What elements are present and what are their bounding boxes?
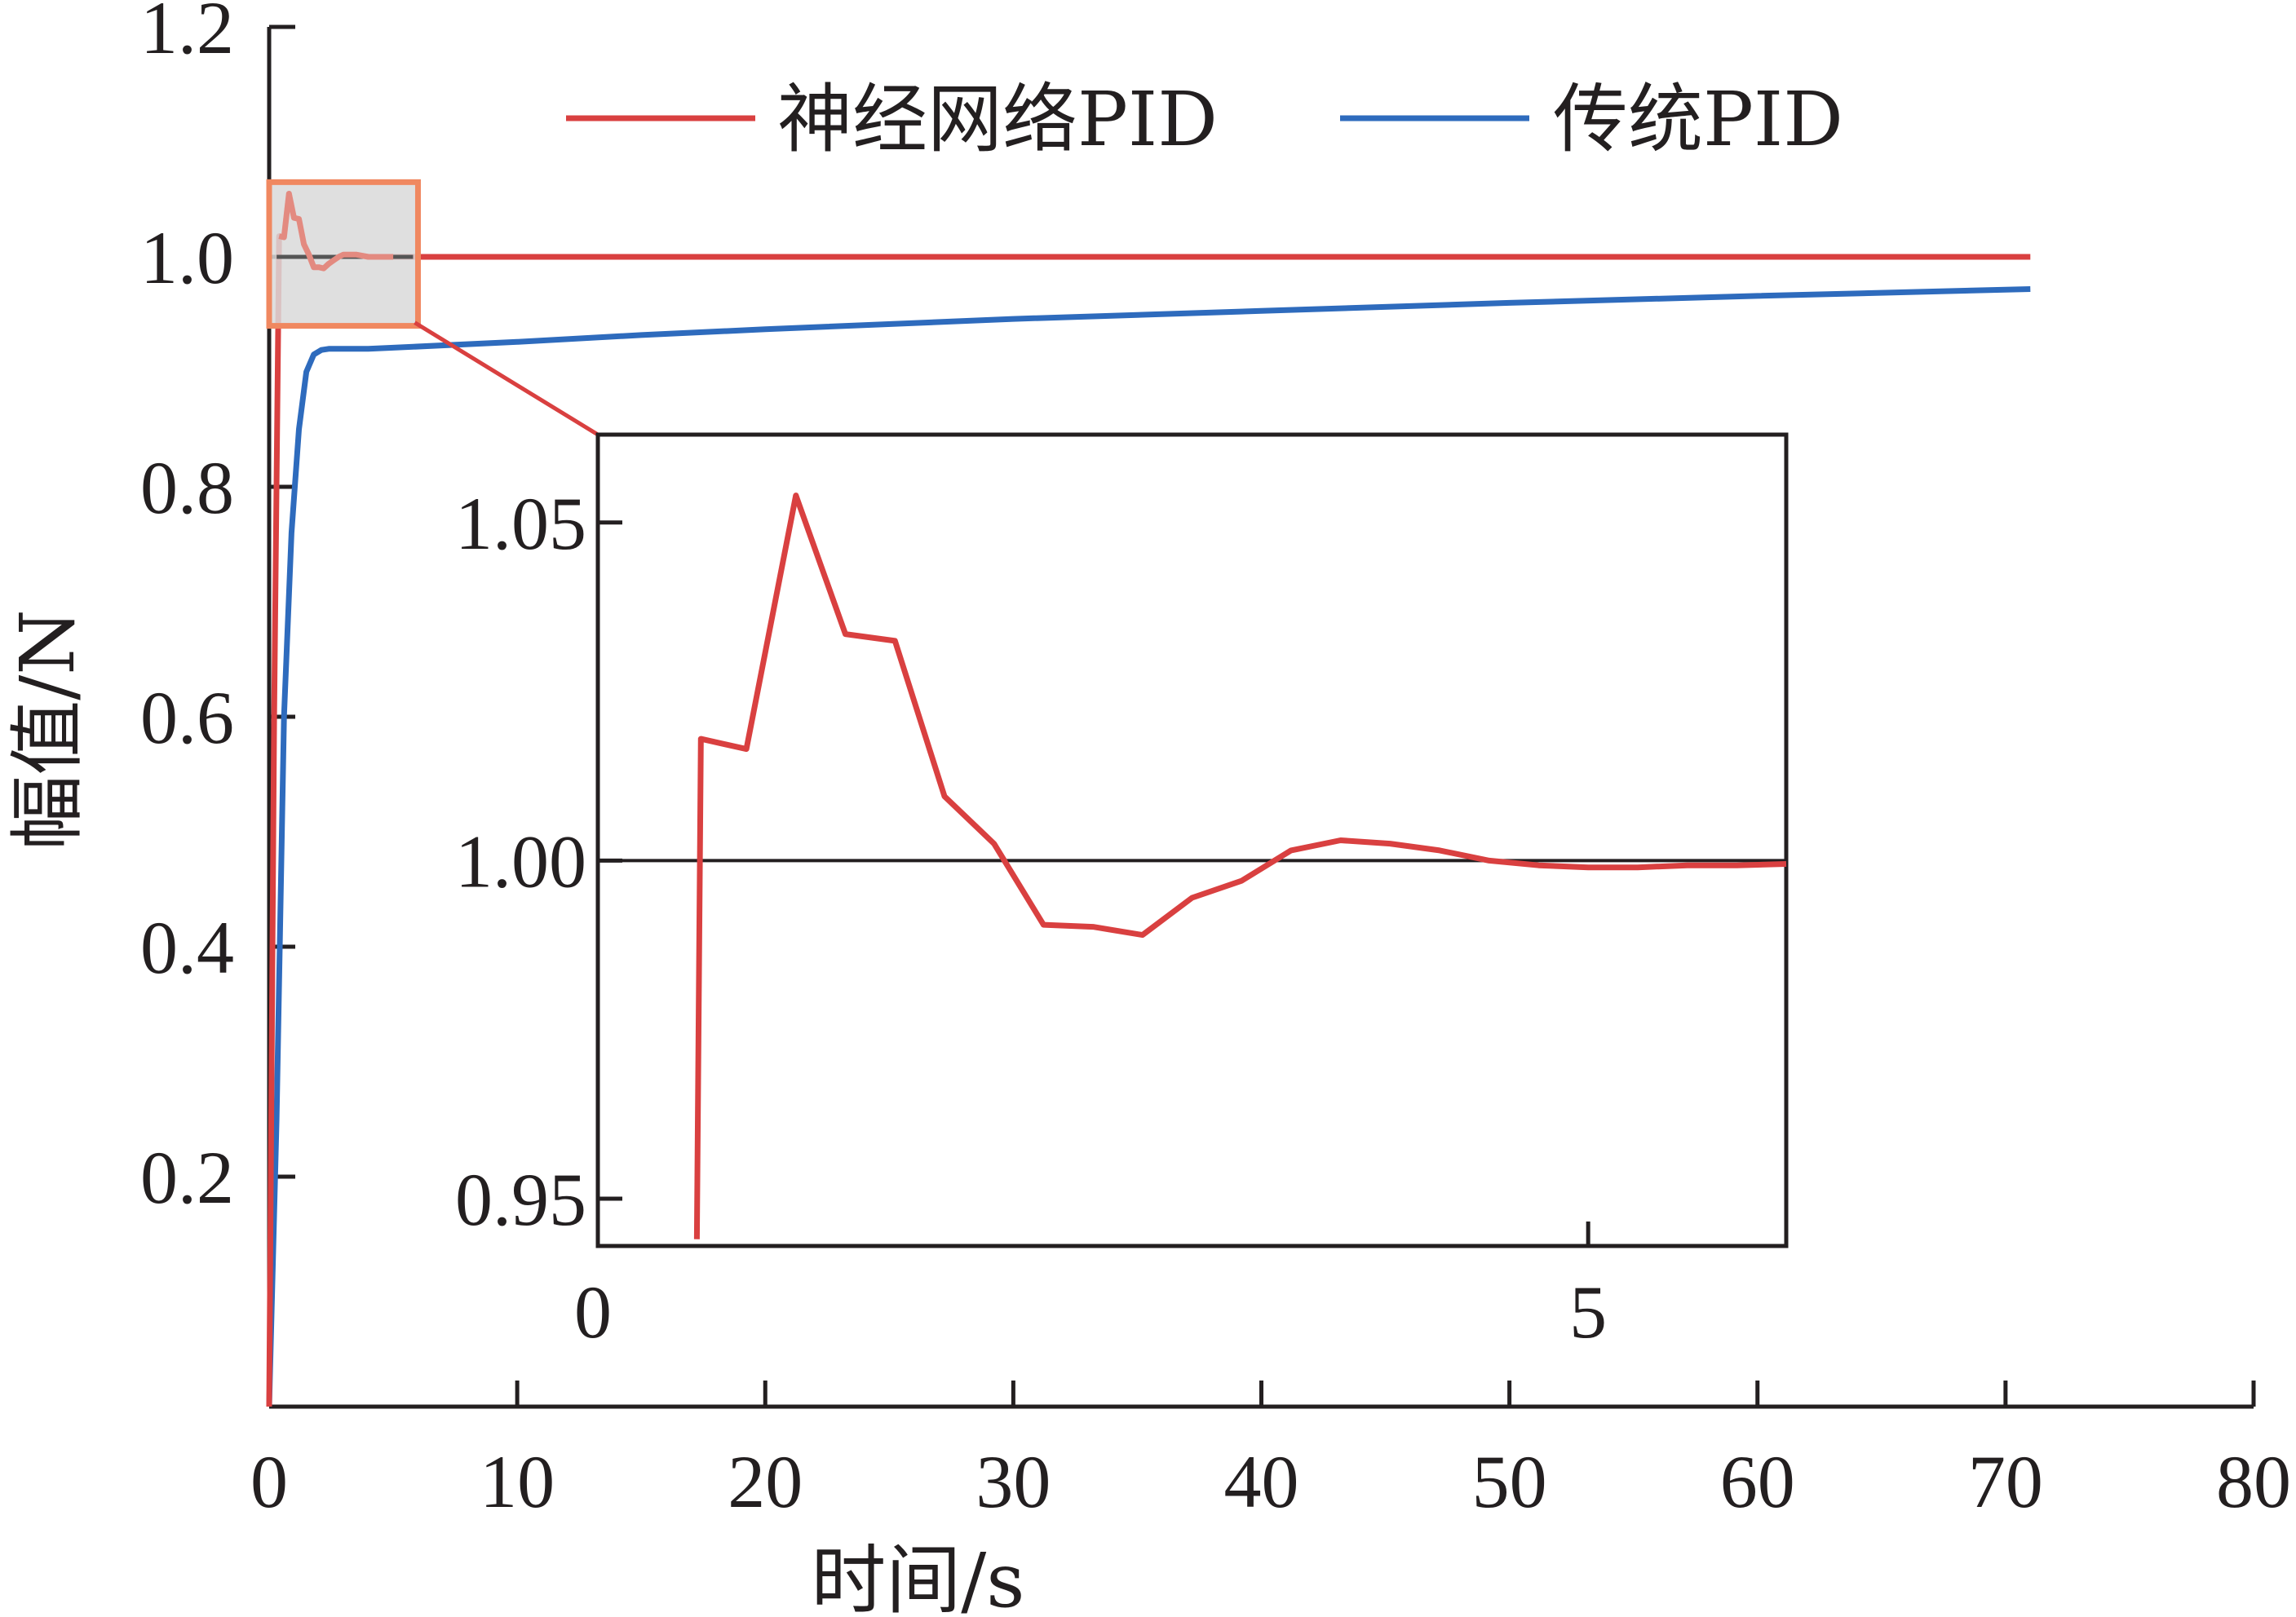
y-tick-label: 1.2: [140, 0, 234, 69]
chart-legend: 神经网络PID 传统PID: [566, 76, 1843, 163]
inset-chart: 0.95 1.00 1.05 0 5: [414, 320, 1789, 1354]
x-axis-title: 时间/s: [811, 1537, 1024, 1617]
zoom-highlight-group: [266, 179, 421, 329]
x-tick-label: 80: [2216, 1440, 2291, 1523]
legend-label: 传统PID: [1553, 76, 1843, 163]
inset-x-tick-label: 0: [574, 1270, 612, 1354]
legend-label: 神经网络PID: [777, 76, 1218, 163]
inset-series-line: [693, 493, 1787, 1239]
highlight-series-overlay: [278, 191, 394, 272]
zoom-connector-line: [414, 320, 599, 437]
inset-y-tick-label: 1.00: [455, 820, 586, 903]
inset-y-tick-label: 0.95: [455, 1158, 586, 1241]
series-line: [266, 286, 2031, 1407]
y-tick-label: 0.2: [140, 1136, 234, 1219]
x-tick-label: 60: [1720, 1440, 1795, 1523]
y-tick-label: 0.4: [140, 906, 234, 989]
y-axis-title: 幅值/N: [4, 609, 91, 850]
inset-y-tick-label: 1.05: [455, 482, 586, 565]
x-tick-label: 70: [1968, 1440, 2043, 1523]
x-tick-label: 10: [480, 1440, 555, 1523]
y-tick-label: 0.6: [140, 676, 234, 759]
y-tick-label: 0.8: [140, 446, 234, 529]
x-tick-label: 20: [728, 1440, 803, 1523]
axis-titles: 时间/s 幅值/N: [4, 609, 1024, 1617]
inset-frame: [595, 432, 1789, 1248]
x-tick-label: 50: [1472, 1440, 1547, 1523]
x-tick-label: 30: [975, 1440, 1051, 1523]
x-tick-label: 40: [1224, 1440, 1299, 1523]
x-tick-label: 0: [250, 1440, 288, 1523]
main-axes: 0 10 20 30 40 50 60 70 800.20.40.60.81.01.2: [140, 0, 2291, 1523]
inset-x-tick-label: 5: [1569, 1270, 1607, 1354]
y-tick-label: 1.0: [140, 216, 234, 299]
